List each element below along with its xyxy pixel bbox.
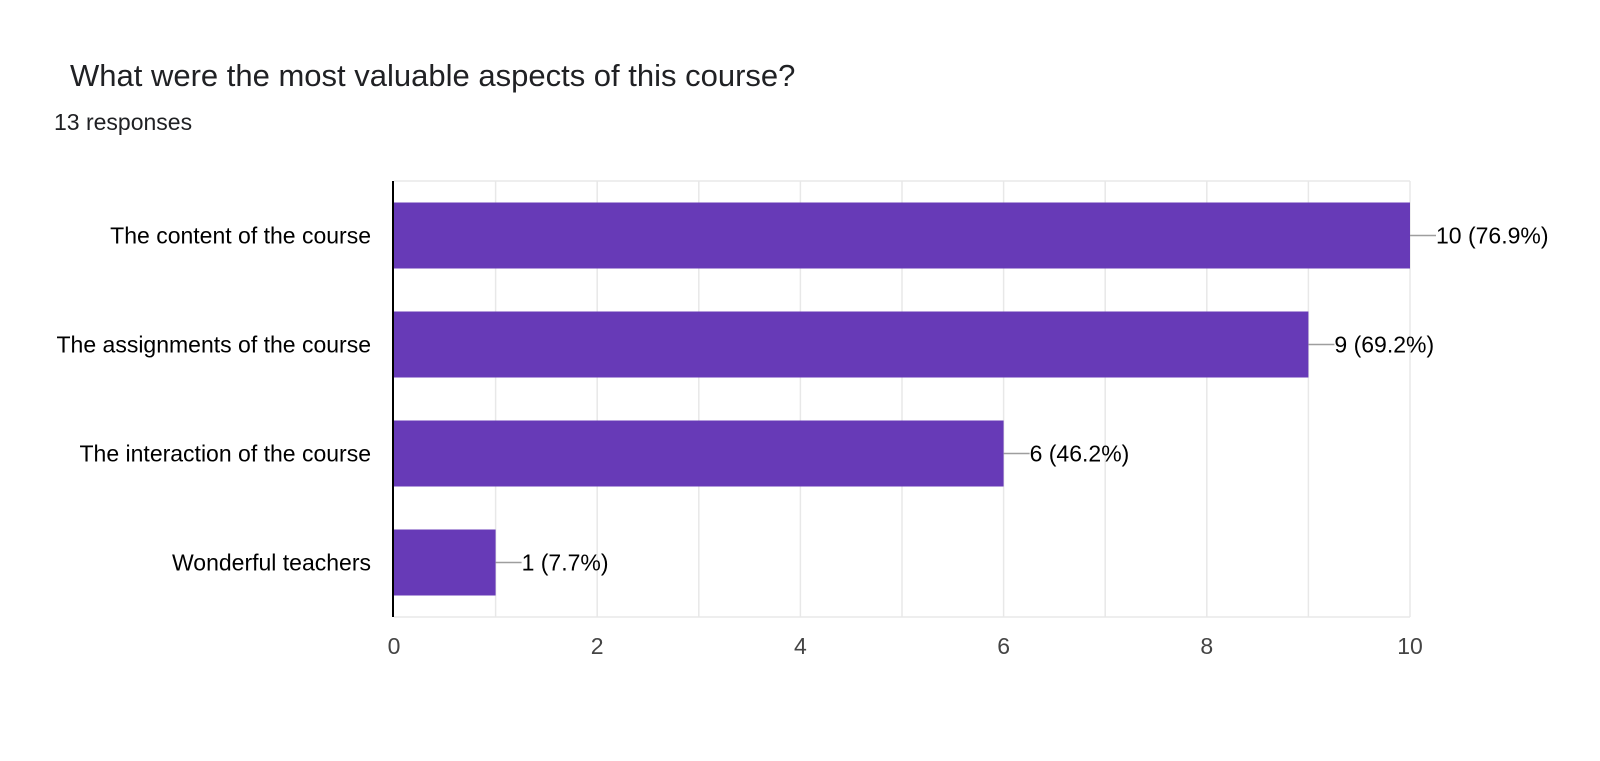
category-label: Wonderful teachers <box>172 550 371 576</box>
bar <box>394 420 1004 487</box>
x-tick-label: 4 <box>794 633 807 659</box>
category-label: The interaction of the course <box>80 441 372 467</box>
x-tick-label: 8 <box>1200 633 1213 659</box>
axes: 0 2 4 6 8 10 <box>388 181 1423 659</box>
data-label: 1 (7.7%) <box>522 550 609 576</box>
x-tick-label: 10 <box>1397 633 1423 659</box>
data-label: 9 (69.2%) <box>1334 332 1434 358</box>
chart-title: What were the most valuable aspects of t… <box>70 58 796 93</box>
bar <box>394 311 1309 378</box>
category-label: The assignments of the course <box>57 332 372 358</box>
data-label: 6 (46.2%) <box>1030 441 1130 467</box>
x-tick-label: 6 <box>997 633 1010 659</box>
x-tick-label: 0 <box>388 633 401 659</box>
category-label: The content of the course <box>110 223 371 249</box>
labels: 10 (76.9%) The content of the course 9 (69… <box>57 223 1549 576</box>
data-label: 10 (76.9%) <box>1436 223 1549 249</box>
bars <box>394 202 1410 596</box>
x-tick-label: 2 <box>591 633 604 659</box>
bar <box>394 202 1410 269</box>
bar <box>394 529 496 596</box>
response-count: 13 responses <box>54 109 193 135</box>
